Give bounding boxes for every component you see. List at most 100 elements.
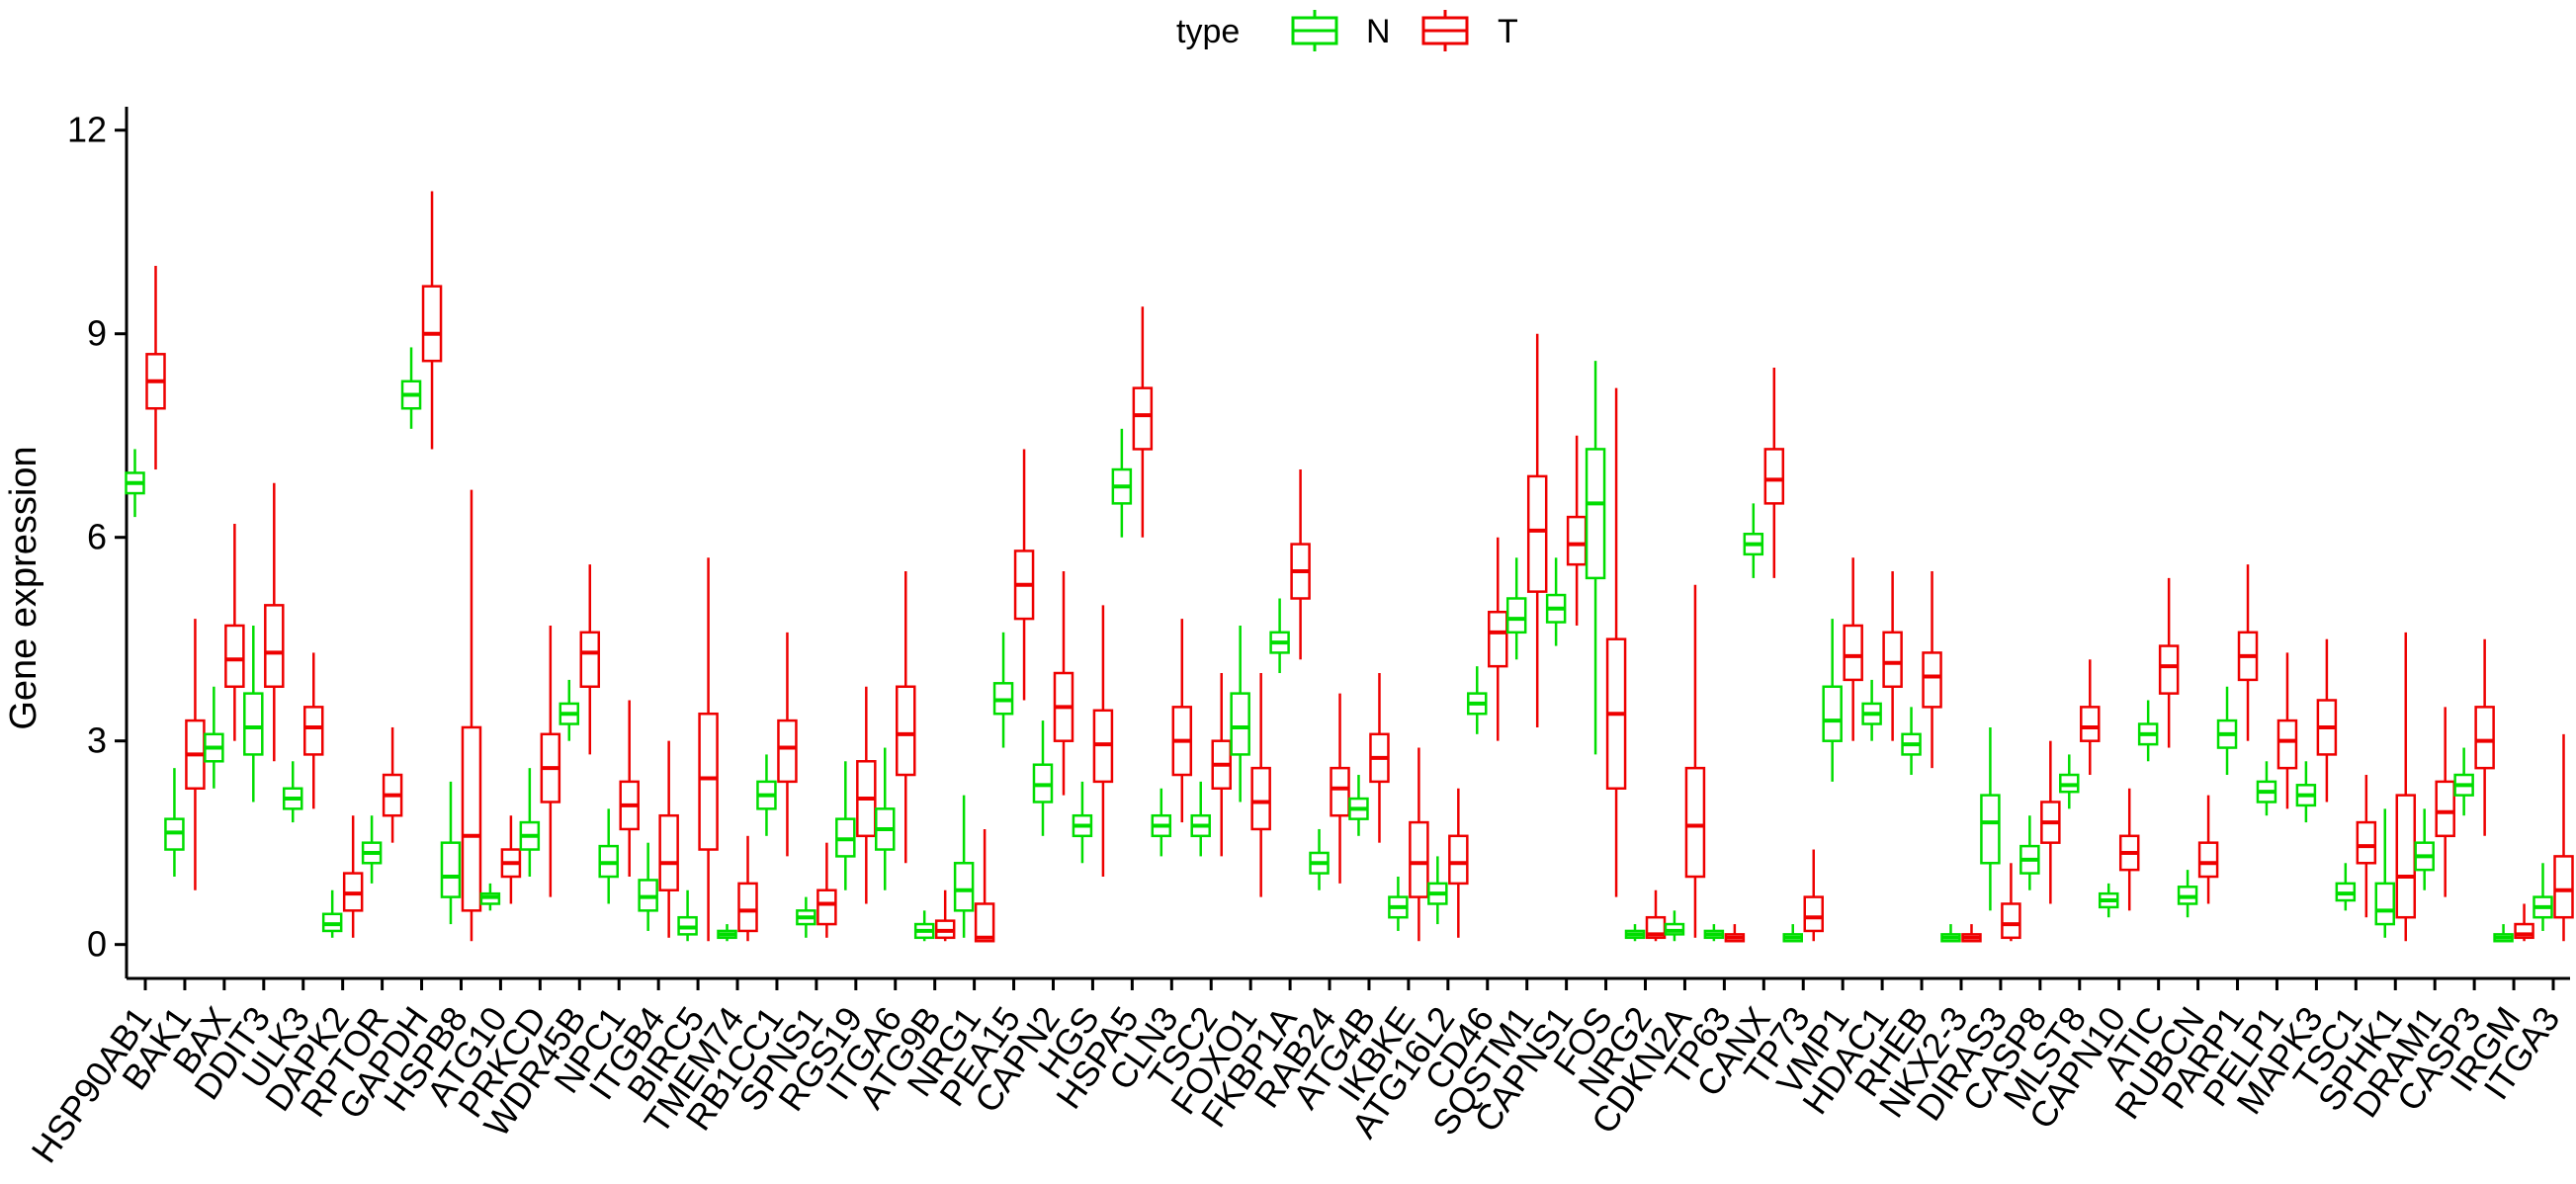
box-rect [2197,841,2219,879]
box-rect [1409,820,1429,898]
box-rect [1488,610,1508,668]
box-rect [974,902,995,943]
box-N-ULK3 [282,761,303,823]
y-axis-title: Gene expression [3,446,44,729]
box-N-HSP90AB1 [125,449,145,518]
box-N-RHEB [1901,707,1922,776]
box-N-MLST8 [2059,754,2080,809]
box-rect [302,706,324,756]
box-T-MLST8 [2080,659,2101,776]
box-T-ATG10 [500,815,522,904]
box-rect [1585,448,1606,580]
box-T-CANX [1763,368,1785,578]
box-T-IKBKE [1409,747,1429,942]
box-rect [243,692,264,756]
box-rect [1882,631,1903,689]
box-N-CDKN2A [1664,910,1685,942]
box-T-RHEB [1922,571,1942,769]
box-N-HGS [1072,781,1093,864]
box-N-IKBKE [1388,877,1409,931]
box-T-CASP8 [2040,740,2061,904]
box-T-BAX [224,523,245,741]
box-rect [2001,902,2021,940]
box-N-NKX2-3 [1940,924,1961,943]
box-N-SPNS1 [796,896,816,938]
box-N-NRG2 [1624,924,1646,942]
box-rect [1250,766,1271,831]
box-N-BIRC5 [677,889,698,942]
box-rect [1505,597,1527,634]
y-tick-label: 6 [87,517,107,557]
box-T-CAPNS1 [1566,435,1588,626]
box-N-HSPB8 [440,781,462,925]
box-rect [2374,882,2396,926]
box-T-ITGB4 [658,740,679,938]
box-N-CASP3 [2453,747,2474,816]
box-N-TSC1 [2335,863,2357,911]
box-T-ATG4B [1369,673,1390,843]
box-rect [777,719,798,784]
legend-entry-T [1421,10,1469,51]
box-N-ATG4B [1348,775,1369,836]
box-T-TP63 [1724,924,1746,943]
box-N-SPHK1 [2374,808,2396,938]
box-rect [2435,780,2455,838]
y-tick-label: 9 [87,313,107,354]
box-rect [461,725,482,912]
box-T-CD46 [1488,537,1508,741]
box-N-DAPK2 [321,889,343,938]
box-N-ITGB4 [638,842,658,931]
box-N-PRKCD [519,768,541,878]
box-T-DIRAS3 [2001,863,2021,942]
box-N-ATG16L2 [1427,856,1448,925]
box-T-CDKN2A [1684,584,1706,938]
box-N-FKBP1A [1269,598,1290,674]
box-N-RB1CC1 [756,754,777,836]
box-rect [579,631,601,689]
box-T-PRKCD [540,625,561,897]
box-T-FKBP1A [1290,469,1311,660]
box-T-HSPB8 [461,489,482,942]
box-T-RB1CC1 [777,632,798,857]
box-N-CAPNS1 [1545,557,1567,646]
box-rect [2474,706,2495,770]
box-rect [698,712,719,851]
box-T-ATG9B [934,889,956,942]
box-N-CANX [1743,503,1764,578]
box-N-ATG9B [913,910,935,942]
box-N-ITGA3 [2533,863,2553,931]
box-T-DRAM1 [2435,707,2455,897]
box-rect [1843,624,1863,682]
box-N-DDIT3 [243,625,264,803]
box-N-ATIC [2137,700,2159,762]
box-N-MAPK3 [2295,761,2317,823]
box-T-CASP3 [2474,638,2495,836]
box-rect [224,624,245,689]
box-T-ULK3 [302,652,324,809]
box-N-ATG10 [479,883,501,911]
box-N-HSPA5 [1111,428,1133,538]
box-T-HDAC1 [1882,571,1903,741]
box-T-PELP1 [2276,652,2298,809]
box-rect [2276,719,2298,770]
x-tick-labels: HSP90AB1BAK1BAXDDIT3ULK3DAPK2RPTORGAPDHH… [24,999,2568,1170]
box-T-TSC2 [1211,673,1232,857]
box-rect [2395,794,2417,919]
box-rect [440,841,462,898]
box-N-TSC2 [1190,781,1211,857]
box-N-CLN3 [1151,788,1172,857]
box-T-SPNS1 [816,842,837,938]
box-T-DAPK2 [342,815,364,938]
box-T-RUBCN [2197,795,2219,904]
box-N-RAB24 [1309,828,1330,890]
box-rect [1230,692,1250,756]
box-T-HSPA5 [1132,306,1154,538]
boxes [125,191,2574,943]
legend-label-T: T [1498,13,1518,50]
box-T-ITGA3 [2553,733,2574,942]
box-T-FOXO1 [1250,673,1271,897]
box-T-TP73 [1803,849,1824,942]
box-T-VMP1 [1843,557,1863,741]
